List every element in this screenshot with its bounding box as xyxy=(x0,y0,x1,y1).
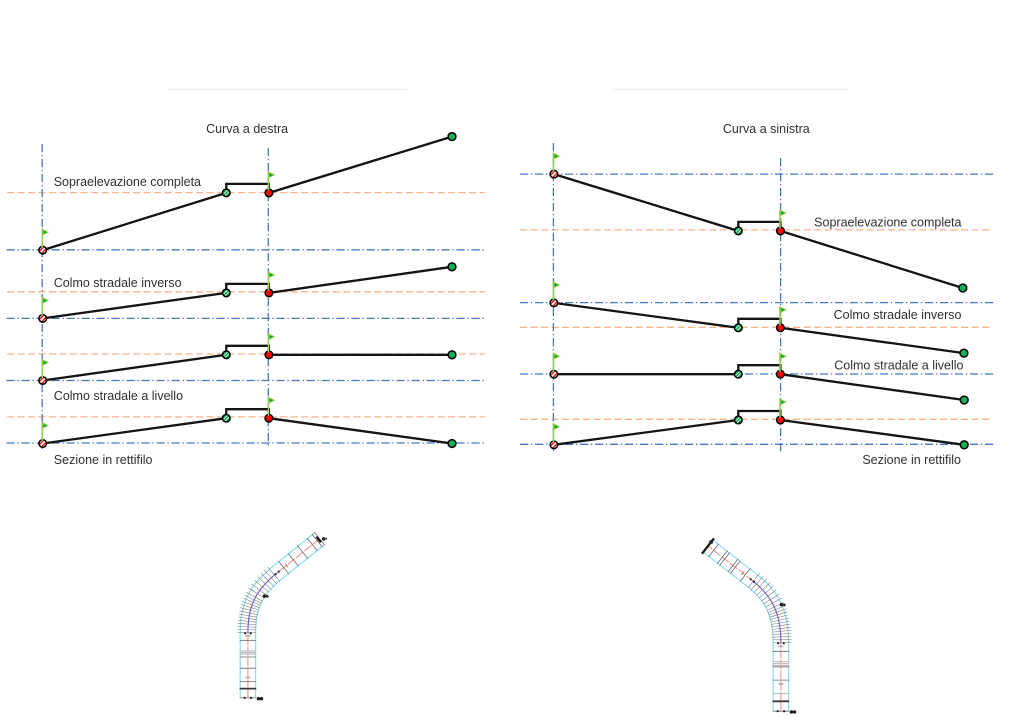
svg-text:Sopraelevazione completa: Sopraelevazione completa xyxy=(814,216,961,230)
svg-text:Sopraelevazione completa: Sopraelevazione completa xyxy=(54,175,201,189)
svg-text:Colmo stradale inverso: Colmo stradale inverso xyxy=(834,308,962,322)
svg-text:Curva a sinistra: Curva a sinistra xyxy=(723,122,810,136)
svg-text:Sezione in rettifilo: Sezione in rettifilo xyxy=(862,453,961,467)
svg-text:Colmo stradale a livello: Colmo stradale a livello xyxy=(54,389,183,403)
svg-text:Sezione in rettifilo: Sezione in rettifilo xyxy=(54,453,153,467)
svg-text:Colmo stradale inverso: Colmo stradale inverso xyxy=(54,276,182,290)
svg-text:Colmo stradale a livello: Colmo stradale a livello xyxy=(834,359,963,373)
svg-text:Curva a destra: Curva a destra xyxy=(206,122,288,136)
